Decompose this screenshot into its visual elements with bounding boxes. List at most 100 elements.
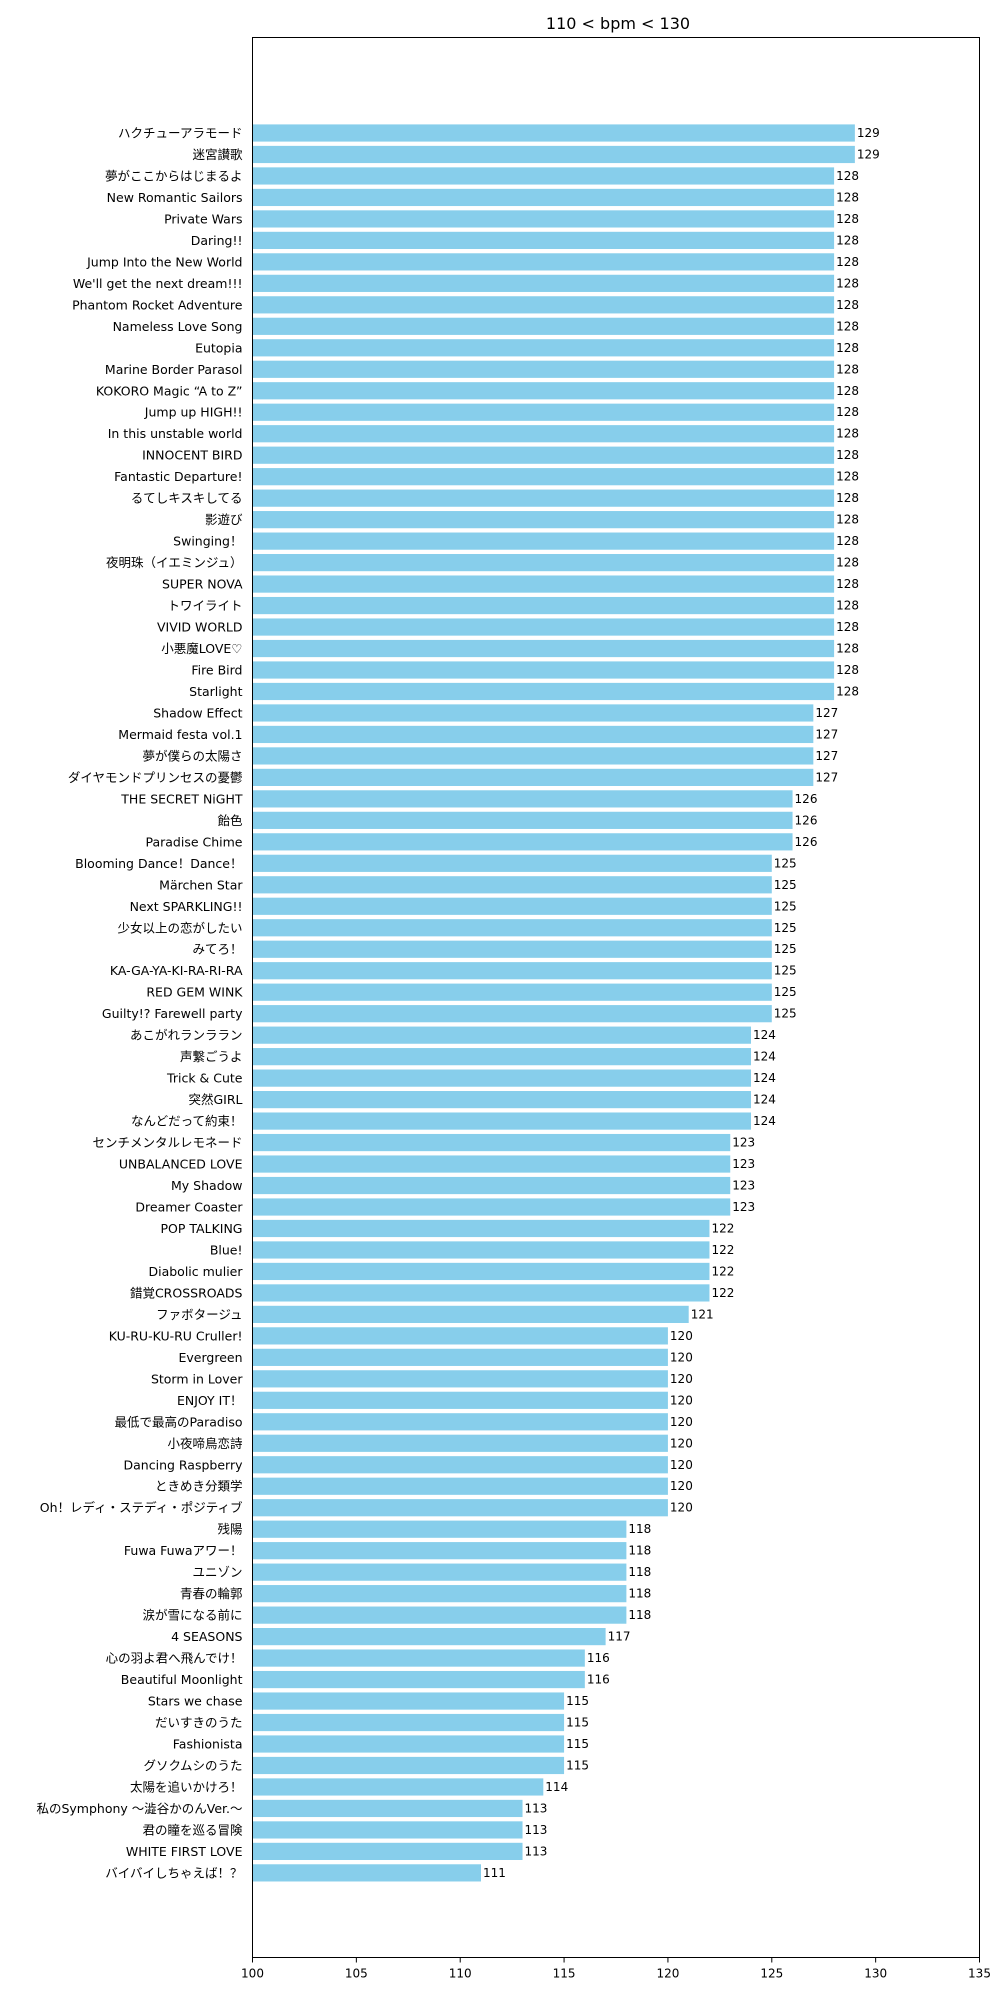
bar bbox=[252, 403, 835, 421]
category-label: 夢がここからはじまるよ bbox=[105, 168, 243, 183]
category-label: Phantom Rocket Adventure bbox=[72, 297, 243, 312]
bar bbox=[252, 1434, 668, 1452]
value-label: 120 bbox=[670, 1479, 693, 1493]
value-label: 113 bbox=[525, 1844, 548, 1858]
bar bbox=[252, 1542, 627, 1560]
value-label: 125 bbox=[774, 899, 797, 913]
category-label: 青春の輪郭 bbox=[180, 1586, 243, 1601]
category-label: Mermaid festa vol.1 bbox=[118, 727, 242, 742]
category-label: ENJOY IT！ bbox=[177, 1393, 243, 1408]
category-label: VIVID WORLD bbox=[157, 620, 243, 635]
value-labels: 129 129 128 128 128 128 128 128 128 128 128 128 128 1… bbox=[483, 126, 880, 1880]
bar bbox=[252, 682, 835, 701]
category-label: SUPER NOVA bbox=[162, 577, 243, 592]
value-label: 123 bbox=[732, 1179, 755, 1193]
bar bbox=[252, 1413, 668, 1431]
bar bbox=[252, 231, 835, 249]
value-label: 120 bbox=[670, 1372, 693, 1386]
value-label: 113 bbox=[525, 1823, 548, 1837]
value-label: 122 bbox=[711, 1221, 734, 1235]
bar bbox=[252, 876, 772, 894]
x-tick-label: 130 bbox=[864, 1967, 887, 1981]
bar bbox=[252, 854, 772, 872]
value-label: 122 bbox=[711, 1264, 734, 1278]
bar bbox=[252, 124, 855, 142]
bar bbox=[252, 532, 835, 550]
category-label: UNBALANCED LOVE bbox=[119, 1157, 243, 1172]
value-label: 128 bbox=[836, 427, 859, 441]
category-label: Dancing Raspberry bbox=[124, 1457, 244, 1472]
bar bbox=[252, 1069, 752, 1087]
value-label: 118 bbox=[628, 1608, 651, 1622]
value-label: 114 bbox=[545, 1780, 568, 1794]
bar bbox=[252, 962, 772, 980]
category-label: Paradise Chime bbox=[145, 834, 242, 849]
value-label: 120 bbox=[670, 1329, 693, 1343]
bar bbox=[252, 1606, 627, 1624]
value-label: 115 bbox=[566, 1758, 589, 1772]
bar bbox=[252, 1456, 668, 1474]
bar bbox=[252, 1477, 668, 1495]
value-label: 128 bbox=[836, 556, 859, 570]
bar bbox=[252, 1756, 565, 1775]
value-label: 120 bbox=[670, 1501, 693, 1515]
bar bbox=[252, 274, 835, 292]
value-label: 118 bbox=[628, 1565, 651, 1579]
bar bbox=[252, 1670, 585, 1689]
category-label: センチメンタルレモネード bbox=[92, 1135, 242, 1150]
category-label: Guilty!? Farewell party bbox=[102, 1006, 243, 1021]
value-label: 127 bbox=[815, 770, 838, 784]
category-label: あこがれランララン bbox=[130, 1028, 243, 1043]
value-label: 125 bbox=[774, 1007, 797, 1021]
value-label: 128 bbox=[836, 233, 859, 247]
category-label: Blooming Dance！Dance！ bbox=[75, 856, 242, 871]
category-label: Dreamer Coaster bbox=[135, 1200, 243, 1215]
value-label: 123 bbox=[732, 1200, 755, 1214]
category-label: Eutopia bbox=[195, 340, 242, 355]
bar bbox=[252, 1799, 523, 1818]
value-label: 128 bbox=[836, 341, 859, 355]
bar bbox=[252, 725, 814, 744]
value-label: 124 bbox=[753, 1071, 776, 1085]
value-label: 120 bbox=[670, 1415, 693, 1429]
category-label: Private Wars bbox=[164, 211, 242, 226]
value-label: 128 bbox=[836, 276, 859, 290]
bar bbox=[252, 1520, 627, 1538]
category-label: 涙が雪になる前に bbox=[142, 1608, 242, 1623]
value-label: 128 bbox=[836, 491, 859, 505]
bars-group bbox=[252, 124, 855, 1882]
value-label: 123 bbox=[732, 1136, 755, 1150]
value-label: 128 bbox=[836, 684, 859, 698]
value-label: 124 bbox=[753, 1093, 776, 1107]
bar bbox=[252, 747, 814, 765]
bar bbox=[252, 1112, 752, 1130]
bar bbox=[252, 1735, 565, 1753]
bar bbox=[252, 253, 835, 271]
value-label: 118 bbox=[628, 1587, 651, 1601]
bar bbox=[252, 1198, 731, 1216]
category-label: Swinging！ bbox=[173, 534, 242, 549]
value-label: 124 bbox=[753, 1114, 776, 1128]
bar bbox=[252, 790, 793, 808]
bar bbox=[252, 188, 835, 207]
value-label: 128 bbox=[836, 169, 859, 183]
value-label: 128 bbox=[836, 212, 859, 226]
bar bbox=[252, 489, 835, 507]
category-label: ユニゾン bbox=[192, 1565, 242, 1580]
bar bbox=[252, 554, 835, 572]
category-label: Nameless Love Song bbox=[113, 319, 243, 334]
category-label: KOKORO Magic “A to Z” bbox=[96, 383, 243, 398]
bar bbox=[252, 446, 835, 464]
category-label: KU-RU-KU-RU Cruller! bbox=[109, 1328, 243, 1343]
category-label: 小悪魔LOVE♡ bbox=[161, 641, 242, 656]
category-label: ときめき分類学 bbox=[155, 1479, 243, 1494]
category-label: Trick & Cute bbox=[166, 1071, 243, 1086]
bar bbox=[252, 661, 835, 679]
category-label: トワイライト bbox=[167, 598, 242, 613]
category-label: ハクチューアラモード bbox=[118, 126, 243, 141]
value-label: 117 bbox=[608, 1630, 631, 1644]
bar bbox=[252, 317, 835, 335]
value-label: 115 bbox=[566, 1694, 589, 1708]
category-label: 声繋ごうよ bbox=[180, 1049, 243, 1064]
category-label: るてしキスキしてる bbox=[131, 491, 243, 506]
